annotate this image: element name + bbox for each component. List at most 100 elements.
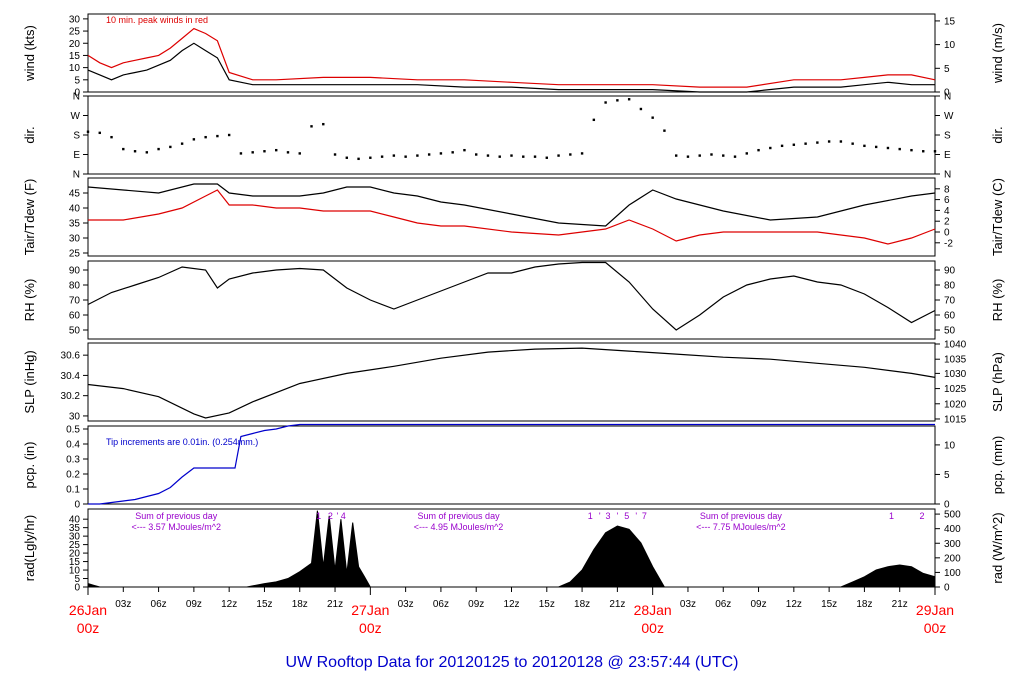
dir-point xyxy=(204,135,207,139)
dir-point xyxy=(698,154,701,157)
temp-right-tick-label: 8 xyxy=(944,184,950,195)
x-date-label: 28Jan xyxy=(634,602,672,618)
rh-series-line xyxy=(87,261,936,331)
x-date-time-label: 00z xyxy=(924,620,947,636)
x-tick-label: 15z xyxy=(256,599,272,610)
dir-point xyxy=(345,156,349,159)
rad-right-tick-label: 400 xyxy=(944,524,961,535)
panel-pcp: 0 0.1 0.2 0.3 0.4 0.5 0 5 10 pcp. (in) pcp. (mm) Ti… xyxy=(22,423,1005,511)
day-sum-label: Sum of previous day xyxy=(700,511,783,521)
dir-point xyxy=(922,150,925,153)
rad-right-tick-label: 200 xyxy=(944,553,961,564)
slp-ylabel-right: SLP (hPa) xyxy=(990,352,1005,412)
rad-right-tick-label: 500 xyxy=(944,510,961,521)
rh-left-tick-label: 60 xyxy=(69,311,81,322)
rad-area xyxy=(87,510,936,588)
rh-right-tick-label: 50 xyxy=(944,326,956,337)
dir-point xyxy=(322,122,325,126)
dir-point xyxy=(498,155,501,158)
pcp-frame xyxy=(87,425,936,505)
pcp-left-tick-label: 0 xyxy=(74,500,80,511)
panel-rh: 50 60 70 80 90 50 60 70 80 90 RH (%) RH (%) xyxy=(22,260,1005,340)
wind-ylabel-left: wind (kts) xyxy=(22,25,37,82)
wind-right-tick-label: 15 xyxy=(944,16,956,27)
dir-point xyxy=(451,151,454,154)
slp-series-line xyxy=(87,347,936,419)
wind-left-tick-label: 25 xyxy=(69,27,81,38)
rh-right-tick-label: 80 xyxy=(944,281,956,292)
rh-left-tick-label: 90 xyxy=(69,266,81,277)
x-tick-label: 06z xyxy=(151,599,167,610)
dir-point xyxy=(627,98,631,101)
dir-point xyxy=(369,156,372,159)
temp-ylabel-right: Tair/Tdew (C) xyxy=(990,178,1005,256)
day-sum-value: <--- 3.57 MJoules/m^2 xyxy=(131,522,221,532)
dir-point xyxy=(769,146,772,150)
dir-point xyxy=(439,152,443,155)
temp-right-tick-label: 4 xyxy=(944,206,950,217)
rad-left-tick-label: 10 xyxy=(69,566,81,577)
rad-hour-mark: ' xyxy=(635,511,637,521)
wind-left-tick-label: 5 xyxy=(74,75,80,86)
x-tick-label: 09z xyxy=(468,599,484,610)
rad-left-tick-label: 20 xyxy=(69,549,81,560)
wind-left-tick-label: 0 xyxy=(74,88,80,99)
rad-left-tick-label: 5 xyxy=(74,574,80,585)
wind-ylabel-right: wind (m/s) xyxy=(990,23,1005,84)
dir-point xyxy=(745,152,748,155)
dir-point xyxy=(804,142,807,145)
temp-series-line xyxy=(87,183,936,227)
rh-ylabel-left: RH (%) xyxy=(22,279,37,322)
rad-hour-mark: 1 xyxy=(316,511,321,521)
day-sum-value: <--- 4.95 MJoules/m^2 xyxy=(414,522,504,532)
rad-left-tick-label: 35 xyxy=(69,523,81,534)
rh-ylabel-right: RH (%) xyxy=(990,279,1005,322)
x-tick-label: 18z xyxy=(574,599,590,610)
pcp-left-tick-label: 0.3 xyxy=(66,455,80,466)
dir-point xyxy=(933,150,937,153)
rad-hour-mark: ' xyxy=(617,511,619,521)
slp-right-tick-label: 1035 xyxy=(944,355,967,366)
temp-left-tick-label: 25 xyxy=(69,249,81,260)
x-tick-label: 15z xyxy=(821,599,837,610)
dir-point xyxy=(169,145,172,149)
page-title: UW Rooftop Data for 20120125 to 20120128… xyxy=(286,654,739,671)
x-date-time-label: 00z xyxy=(641,620,664,636)
rad-ylabel-right: rad (W/m^2) xyxy=(990,512,1005,583)
dir-left-tick-label: N xyxy=(73,170,80,181)
dir-point xyxy=(522,155,525,158)
pcp-left-tick-label: 0.5 xyxy=(66,425,80,436)
dir-point xyxy=(416,154,419,157)
rh-left-tick-label: 70 xyxy=(69,296,81,307)
dir-ylabel-right: dir. xyxy=(990,126,1005,143)
dir-point xyxy=(122,147,125,151)
temp-right-tick-label: 0 xyxy=(944,228,950,239)
pcp-ylabel-left: pcp. (in) xyxy=(22,442,37,489)
dir-point xyxy=(839,140,843,143)
dir-point xyxy=(792,143,796,146)
wind-left-tick-label: 10 xyxy=(69,63,81,74)
dir-point xyxy=(580,152,584,155)
temp-series-line xyxy=(88,189,936,245)
pcp-right-tick-label: 0 xyxy=(944,500,950,511)
temp-left-tick-label: 35 xyxy=(69,219,81,230)
day-sum-label: Sum of previous day xyxy=(418,511,501,521)
dir-point xyxy=(227,133,231,137)
rh-right-tick-label: 90 xyxy=(944,266,956,277)
dir-ylabel-left: dir. xyxy=(22,126,37,143)
rh-right-tick-label: 60 xyxy=(944,311,956,322)
dir-point xyxy=(145,151,149,154)
slp-right-tick-label: 1040 xyxy=(944,340,967,351)
rad-left-tick-label: 40 xyxy=(69,515,81,526)
dir-point xyxy=(286,151,290,154)
dir-left-tick-label: W xyxy=(71,111,81,122)
rad-left-tick-label: 0 xyxy=(74,583,80,594)
x-tick-label: 09z xyxy=(186,599,202,610)
dir-right-tick-label: N xyxy=(944,170,951,181)
wind-annotation: 10 min. peak winds in red xyxy=(106,15,208,25)
dir-point xyxy=(133,150,137,153)
x-axis-group: 03z 06z 09z 12z 15z 18z 21z 03z 06z 09z 12z 15z 18z 2… xyxy=(69,587,954,636)
